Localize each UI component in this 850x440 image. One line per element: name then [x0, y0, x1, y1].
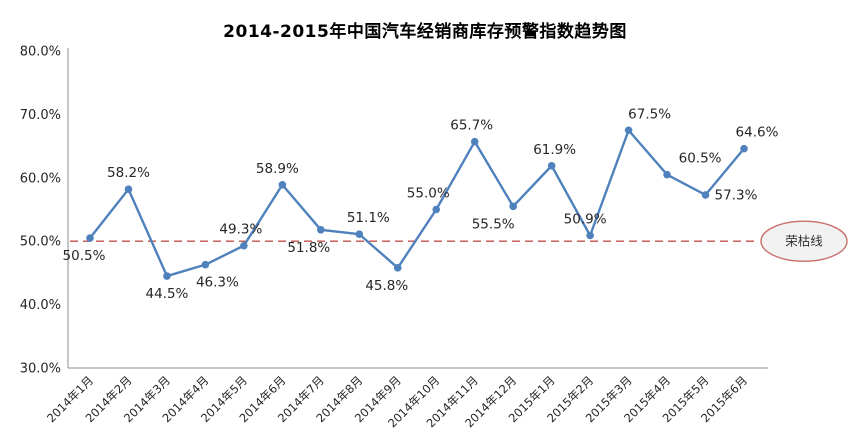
data-point-marker	[124, 185, 133, 194]
y-tick-label: 60.0%	[20, 171, 61, 186]
data-point-marker	[355, 230, 364, 239]
data-point-marker	[547, 161, 556, 170]
data-point-marker	[701, 191, 710, 199]
data-point-marker	[163, 272, 171, 280]
data-label: 45.8%	[365, 278, 408, 294]
data-label: 50.9%	[564, 211, 607, 227]
data-label: 55.0%	[407, 186, 450, 202]
y-tick-label: 70.0%	[20, 108, 61, 123]
data-label: 64.6%	[736, 125, 779, 141]
data-point-marker	[586, 231, 594, 240]
data-label: 51.1%	[347, 210, 390, 226]
data-label: 55.5%	[472, 216, 515, 232]
data-point-marker	[470, 137, 479, 146]
data-point-marker	[86, 234, 94, 242]
data-label: 51.8%	[287, 240, 330, 256]
data-point-marker	[278, 180, 287, 189]
data-label: 50.5%	[63, 248, 106, 264]
data-label: 58.9%	[256, 161, 299, 177]
data-label: 60.5%	[679, 151, 722, 167]
y-tick-label: 40.0%	[20, 298, 61, 313]
data-point-marker	[317, 225, 325, 234]
reference-line-badge	[760, 220, 848, 262]
data-label: 58.2%	[107, 165, 150, 181]
y-tick-label: 50.0%	[20, 235, 61, 250]
data-label: 65.7%	[450, 118, 493, 134]
data-label: 61.9%	[533, 142, 576, 158]
data-point-marker	[663, 170, 671, 179]
data-point-marker	[624, 126, 633, 135]
trend-line	[88, 129, 746, 278]
data-point-marker	[393, 264, 402, 272]
chart-title: 2014-2015年中国汽车经销商库存预警指数趋势图	[223, 22, 627, 42]
data-label: 67.5%	[628, 106, 671, 122]
data-point-marker	[509, 202, 517, 211]
data-label: 46.3%	[196, 275, 239, 291]
data-label: 49.3%	[219, 222, 262, 238]
data-point-marker	[201, 260, 210, 269]
reference-line-label: 荣枯线	[785, 234, 823, 249]
data-point-marker	[432, 205, 441, 214]
data-point-marker	[240, 241, 248, 250]
data-point-marker	[740, 144, 748, 153]
y-tick-label: 30.0%	[20, 362, 61, 377]
y-tick-label: 80.0%	[20, 45, 61, 60]
data-label: 57.3%	[715, 187, 758, 203]
data-label: 44.5%	[145, 286, 188, 302]
